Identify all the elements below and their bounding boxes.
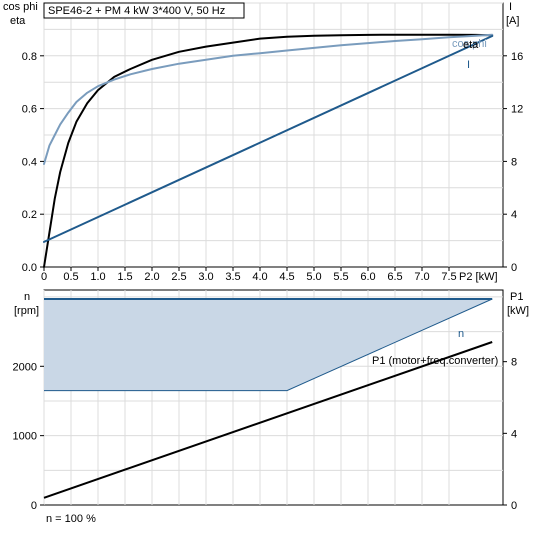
bottom-left-axis-label-2: [rpm] bbox=[14, 305, 39, 317]
series-label-p1: P1 (motor+freq.converter) bbox=[372, 355, 498, 367]
y-left-tick-label: 0.4 bbox=[22, 156, 37, 168]
speed-band-area bbox=[44, 299, 493, 391]
y-left-tick-label: 0.0 bbox=[22, 262, 37, 274]
y-left-tick-label: 0.6 bbox=[22, 104, 37, 116]
series-line-cos-phi bbox=[43, 33, 494, 165]
top-ticks: 0 0.5 1.0 1.5 2.0 2.5 3.0 3.5 4.0 4.5 5.0 5.5 6.0 6.5… bbox=[22, 51, 524, 283]
x-tick-label: 2.0 bbox=[144, 271, 159, 283]
series-label-speed: n bbox=[458, 328, 464, 340]
title-box bbox=[43, 2, 245, 19]
bottom-y-left-tick-label: 0 bbox=[31, 500, 37, 512]
bottom-y-right-tick-label: 4 bbox=[511, 428, 517, 440]
bottom-y-left-tick-label: 2000 bbox=[13, 361, 37, 373]
x-tick-label: 1.0 bbox=[90, 271, 105, 283]
x-tick-label: 5.0 bbox=[306, 271, 321, 283]
series-label-cos-phi: cos phi bbox=[452, 38, 487, 50]
y-right-tick-label: 4 bbox=[511, 209, 517, 221]
top-left-axis-label-2: eta bbox=[10, 15, 26, 27]
top-right-axis-label-2: [A] bbox=[506, 15, 519, 27]
speed-band-lower-line bbox=[44, 298, 493, 392]
y-right-tick-label: 16 bbox=[511, 51, 523, 63]
series-line-i bbox=[43, 35, 494, 243]
bottom-y-left-tick-label: 1000 bbox=[13, 431, 37, 443]
x-tick-label: 2.5 bbox=[171, 271, 186, 283]
top-series bbox=[43, 33, 494, 268]
top-left-axis-label-1: cos phi bbox=[3, 1, 38, 13]
bottom-series bbox=[43, 298, 493, 499]
y-right-tick-label: 12 bbox=[511, 104, 523, 116]
footer-note: n = 100 % bbox=[46, 513, 96, 525]
x-tick-label: 1.5 bbox=[117, 271, 132, 283]
series-label-current: I bbox=[467, 59, 470, 71]
series-label-eta: eta bbox=[463, 39, 479, 51]
bottom-y-right-tick-label: 8 bbox=[511, 357, 517, 369]
x-tick-label: 0 bbox=[41, 271, 47, 283]
chart-title: SPE46-2 + PM 4 kW 3*400 V, 50 Hz bbox=[48, 5, 225, 17]
x-axis-label: P2 [kW] bbox=[459, 271, 498, 283]
x-tick-label: 6.0 bbox=[360, 271, 375, 283]
y-right-tick-label: 8 bbox=[511, 156, 517, 168]
top-right-axis-label-1: I bbox=[509, 1, 512, 13]
x-tick-label: 3.5 bbox=[225, 271, 240, 283]
x-tick-label: 4.5 bbox=[279, 271, 294, 283]
series-line-p1 bbox=[43, 341, 493, 499]
bottom-right-axis-label-2: [kW] bbox=[507, 305, 529, 317]
y-left-tick-label: 0.8 bbox=[22, 51, 37, 63]
x-tick-label: 0.5 bbox=[63, 271, 78, 283]
x-tick-label: 4.0 bbox=[252, 271, 267, 283]
x-tick-label: 3.0 bbox=[198, 271, 213, 283]
bottom-ticks: 0 1000 2000 0 4 8 bbox=[13, 357, 518, 512]
x-tick-label: 5.5 bbox=[333, 271, 348, 283]
x-tick-label: 6.5 bbox=[387, 271, 402, 283]
top-panel: 0 0.5 1.0 1.5 2.0 2.5 3.0 3.5 4.0 4.5 5.0 5.5 6.0 6.5… bbox=[3, 1, 523, 283]
x-tick-label: 7.0 bbox=[414, 271, 429, 283]
bottom-panel: 0 1000 2000 0 4 8 n [rpm] P1 [kW] n P1 (motor… bbox=[13, 289, 529, 525]
bottom-y-right-tick-label: 0 bbox=[511, 500, 517, 512]
bottom-left-axis-label-1: n bbox=[24, 291, 30, 303]
top-grid bbox=[43, 2, 503, 267]
series-line-eta bbox=[43, 33, 494, 268]
bottom-right-axis-label-1: P1 bbox=[510, 291, 523, 303]
y-right-tick-label: 0 bbox=[511, 262, 517, 274]
y-left-tick-label: 0.2 bbox=[22, 209, 37, 221]
x-tick-label: 7.5 bbox=[441, 271, 456, 283]
